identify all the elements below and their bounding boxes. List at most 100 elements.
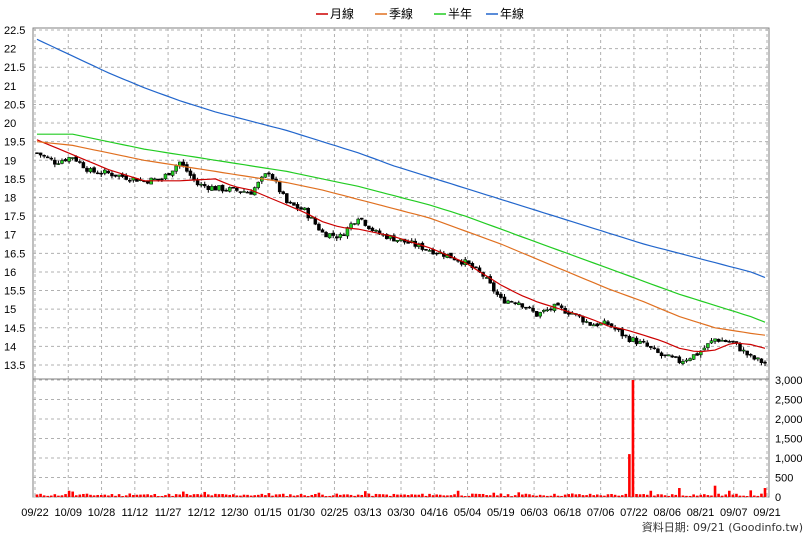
volume-bar xyxy=(674,494,678,497)
candle-body xyxy=(559,305,564,308)
volume-bar xyxy=(406,494,410,497)
candle-body xyxy=(663,354,667,357)
candle xyxy=(170,170,175,178)
volume-bar xyxy=(92,495,96,497)
volume-bar xyxy=(214,493,217,497)
volume-bar xyxy=(574,494,578,497)
candle-body xyxy=(363,219,368,226)
candle xyxy=(706,343,710,351)
candle xyxy=(227,186,232,193)
candle-body xyxy=(538,312,542,317)
candle-body xyxy=(524,306,528,309)
candle xyxy=(245,190,250,194)
candle xyxy=(231,187,236,189)
volume-bar xyxy=(649,490,653,497)
volume-bar xyxy=(339,494,342,497)
volume-bar xyxy=(624,493,628,497)
candle-body xyxy=(345,227,350,237)
candle-body xyxy=(638,340,642,344)
volume-bar xyxy=(463,496,467,497)
candle xyxy=(256,181,261,190)
chart-legend: 月線 季線 半年 年線 xyxy=(316,6,524,21)
legend-label: 季線 xyxy=(389,6,413,21)
volume-bar xyxy=(396,494,399,497)
candle-body xyxy=(295,204,300,209)
volume-bar xyxy=(132,495,135,497)
candle-body xyxy=(56,163,61,165)
date-tick-label: 01/30 xyxy=(287,507,315,519)
volume-bar xyxy=(96,494,99,497)
candle-body xyxy=(566,312,571,315)
volume-bar xyxy=(570,493,574,497)
candle-body xyxy=(384,234,389,240)
price-tick-label: 14 xyxy=(4,341,16,353)
volume-bar xyxy=(335,493,339,497)
candle-body xyxy=(256,181,261,188)
candle xyxy=(220,184,225,194)
price-tick-label: 21.5 xyxy=(4,62,25,74)
volume-bar xyxy=(417,494,421,497)
volume-bar xyxy=(606,494,610,497)
volume-bar xyxy=(146,494,149,497)
volume-bar xyxy=(167,493,171,497)
candle-body xyxy=(124,175,128,180)
volume-bar xyxy=(724,494,728,497)
candle xyxy=(106,170,111,175)
candle xyxy=(520,303,525,309)
volume-bar xyxy=(713,485,717,497)
volume-bar xyxy=(742,495,745,497)
volume-bar xyxy=(249,495,253,497)
candle-body xyxy=(756,357,760,360)
volume-bar xyxy=(403,494,406,497)
candle-body xyxy=(427,250,432,252)
volume-bar xyxy=(306,495,310,497)
candle xyxy=(60,158,64,165)
candle-body xyxy=(285,193,289,203)
volume-tick-label: 3,000 xyxy=(775,375,803,387)
date-tick-label: 09/21 xyxy=(753,507,781,519)
volume-bar xyxy=(710,495,713,497)
candle xyxy=(103,167,107,176)
candle-body xyxy=(738,343,742,352)
candle-body xyxy=(317,223,321,231)
volume-bar xyxy=(635,494,638,497)
volume-bar xyxy=(321,494,324,497)
candle xyxy=(342,232,346,236)
candle-body xyxy=(641,340,646,343)
candle xyxy=(395,239,400,243)
candle-body xyxy=(327,233,332,239)
volume-bar xyxy=(720,495,724,497)
date-tick-label: 12/12 xyxy=(188,507,216,519)
candle-body xyxy=(185,164,189,172)
date-tick-label: 06/18 xyxy=(554,507,582,519)
candle xyxy=(495,289,500,297)
date-tick-label: 05/04 xyxy=(454,507,482,519)
volume-bar xyxy=(446,495,449,497)
candle xyxy=(81,161,86,169)
candle xyxy=(713,338,717,344)
price-tick-label: 15 xyxy=(4,304,16,316)
volume-bar xyxy=(431,495,435,497)
volume-bar xyxy=(535,495,538,497)
candle xyxy=(363,219,368,227)
volume-bar xyxy=(731,494,735,497)
candle xyxy=(359,217,364,221)
volume-bar xyxy=(60,495,64,497)
candle-body xyxy=(202,184,207,187)
candle xyxy=(588,321,592,326)
candle xyxy=(524,306,528,310)
legend-label: 月線 xyxy=(330,6,354,21)
volume-bar xyxy=(421,493,424,497)
candle-body xyxy=(174,165,178,172)
volume-bar xyxy=(585,495,588,497)
candle-body xyxy=(392,235,396,242)
price-tick-label: 18 xyxy=(4,193,16,205)
volume-bar xyxy=(256,494,260,497)
candle-body xyxy=(645,342,649,347)
price-tick-label: 15.5 xyxy=(4,286,25,298)
legend-item: 月線 xyxy=(316,6,354,21)
volume-bar xyxy=(738,495,742,497)
candle-body xyxy=(342,234,346,236)
volume-bar xyxy=(588,493,592,497)
price-tick-label: 14.5 xyxy=(4,323,25,335)
